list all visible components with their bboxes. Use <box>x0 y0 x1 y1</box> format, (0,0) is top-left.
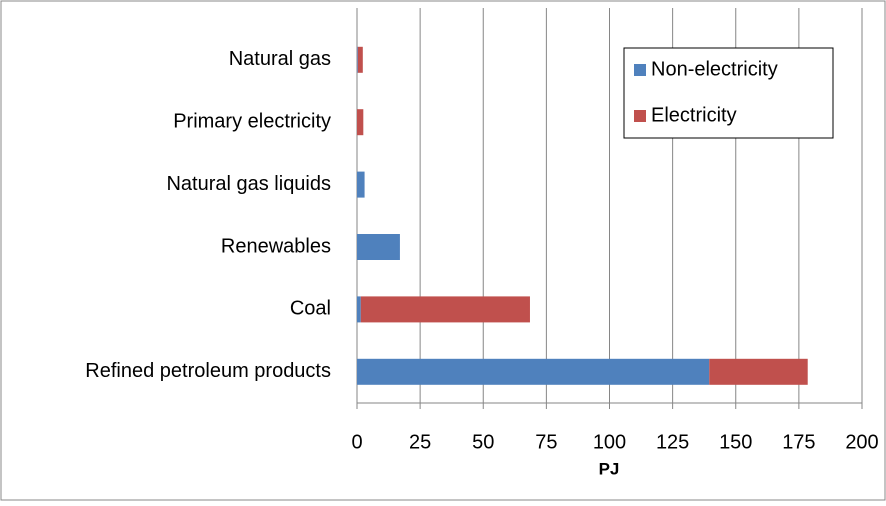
x-tick-label: 50 <box>472 431 494 453</box>
x-tick-label: 150 <box>719 431 752 453</box>
bar <box>357 234 400 260</box>
legend-swatch <box>634 64 646 76</box>
bar <box>360 296 530 323</box>
bar <box>357 46 358 73</box>
x-tick-label: 75 <box>535 431 557 453</box>
y-tick-label: Primary electricity <box>173 110 331 132</box>
x-tick-label: 125 <box>656 431 689 453</box>
bar <box>357 46 363 73</box>
legend-label: Non-electricity <box>651 58 778 80</box>
bar <box>709 358 808 385</box>
legend-label: Electricity <box>651 104 737 126</box>
y-tick-label: Natural gas <box>229 48 331 70</box>
y-tick-label: Renewables <box>221 235 331 257</box>
y-tick-label: Refined petroleum products <box>85 360 331 382</box>
bar <box>357 358 710 385</box>
bar <box>357 296 361 323</box>
x-tick-label: 175 <box>782 431 815 453</box>
x-tick-label: 25 <box>409 431 431 453</box>
x-tick-label: 0 <box>351 431 362 453</box>
bar <box>357 109 364 136</box>
x-tick-label: 100 <box>593 431 626 453</box>
y-tick-label: Coal <box>290 298 331 320</box>
x-axis-label: PJ <box>599 459 620 478</box>
y-tick-label: Natural gas liquids <box>166 173 331 195</box>
bar <box>357 171 365 198</box>
legend-swatch <box>634 110 646 122</box>
legend-box <box>623 47 834 139</box>
x-tick-label: 200 <box>845 431 878 453</box>
